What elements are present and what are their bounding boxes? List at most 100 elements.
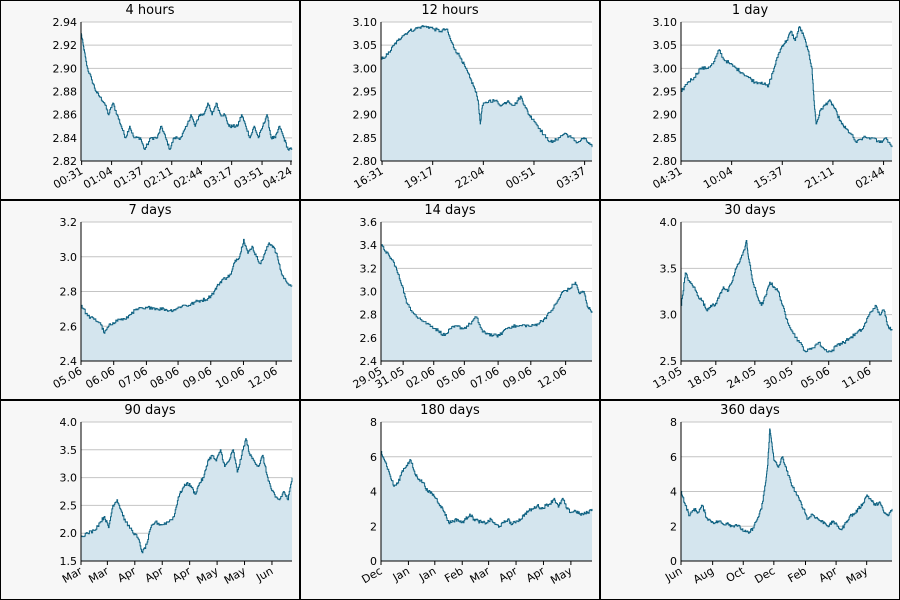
y-tick-label: 2.84: [53, 132, 78, 145]
x-tick-label: Jan: [390, 564, 412, 584]
x-tick-label: 03:17: [201, 164, 235, 191]
y-tick-label: 2.85: [353, 132, 378, 145]
chart-canvas: 0 2 4 6 8 Jun Aug Oct Dec Feb Apr May: [662, 416, 893, 587]
y-tick-label: 2.4: [360, 355, 378, 368]
series-area: [81, 239, 292, 361]
x-tick-label: Apr: [143, 564, 166, 585]
y-tick-label: 3.05: [653, 39, 678, 52]
series-area: [381, 25, 592, 161]
y-tick-label: 2.85: [653, 132, 678, 145]
y-tick-label: 3.00: [353, 62, 378, 75]
y-tick-label: 3.10: [353, 16, 378, 29]
x-tick-label: 07.06: [116, 364, 150, 391]
x-tick-label: Apr: [524, 564, 547, 585]
y-tick-label: 2.95: [353, 86, 378, 99]
chart-title: 4 hours: [125, 3, 175, 18]
chart-panel: 12 hours 2.80 2.85 2.90 2.95 3.00 3.05 3.10 16:3…: [300, 0, 600, 200]
x-tick-label: Feb: [442, 564, 465, 585]
x-tick-label: 00:31: [51, 164, 85, 191]
y-tick-label: 2.8: [60, 286, 78, 299]
y-tick-label: 3.5: [660, 262, 678, 275]
y-tick-label: 3.0: [60, 251, 78, 264]
chart-panel: 7 days 2.4 2.6 2.8 3.0 3.2 05.06 06.06 07.06 08.0…: [0, 200, 300, 400]
chart-canvas: 2.80 2.85 2.90 2.95 3.00 3.05 3.10 04:31 10:04 15…: [651, 16, 893, 191]
x-tick-label: 22:04: [453, 164, 487, 191]
y-tick-label: 2.94: [53, 16, 78, 29]
y-tick-label: 2.5: [660, 355, 678, 368]
y-tick-label: 4: [670, 486, 677, 499]
y-tick-label: 2: [670, 520, 677, 533]
series-line: [681, 26, 893, 148]
y-tick-label: 2.95: [653, 86, 678, 99]
series-line: [381, 451, 593, 528]
series-line: [381, 25, 593, 148]
x-tick-label: 02:11: [141, 164, 175, 191]
chart-title: 7 days: [128, 203, 172, 218]
x-tick-label: 09.06: [180, 364, 214, 391]
y-tick-label: 2.5: [60, 499, 78, 512]
x-tick-label: 12.06: [246, 364, 280, 391]
x-tick-label: Mar: [86, 564, 111, 586]
x-tick-label: 30.05: [761, 364, 795, 391]
chart-canvas: 2.82 2.84 2.86 2.88 2.90 2.92 2.94 00:3101:0401…: [51, 16, 294, 191]
y-tick-label: 2.0: [60, 527, 78, 540]
y-tick-label: 0: [370, 555, 377, 568]
x-tick-label: Jun: [253, 564, 275, 584]
x-tick-label: 15:37: [752, 164, 786, 191]
y-tick-label: 6: [670, 451, 677, 464]
y-tick-label: 3.0: [660, 309, 678, 322]
y-tick-label: 3.00: [653, 62, 678, 75]
x-tick-label: 11.06: [840, 364, 874, 391]
chart-title: 180 days: [420, 403, 480, 418]
y-tick-label: 2.90: [653, 109, 678, 122]
y-tick-label: 8: [370, 416, 377, 429]
x-tick-label: 07.06: [468, 364, 502, 391]
y-tick-label: 3.4: [360, 239, 378, 252]
x-tick-label: 19:17: [402, 164, 436, 191]
x-tick-label: 01:37: [111, 164, 145, 191]
y-tick-label: 4.0: [60, 416, 78, 429]
series-area: [81, 438, 292, 561]
y-tick-label: 3.10: [653, 16, 678, 29]
y-tick-label: 0: [670, 555, 677, 568]
x-tick-label: Mar: [468, 564, 493, 586]
y-tick-label: 2.90: [353, 109, 378, 122]
y-tick-label: 4: [370, 486, 377, 499]
y-tick-label: 3.6: [360, 216, 378, 229]
x-tick-label: May: [194, 564, 221, 587]
x-tick-label: 08.06: [148, 364, 182, 391]
series-area: [681, 240, 892, 361]
x-tick-label: 05.06: [798, 364, 832, 391]
x-tick-label: 18.05: [686, 364, 720, 391]
y-tick-label: 2.6: [360, 332, 378, 345]
x-tick-label: Oct: [724, 564, 748, 585]
x-tick-label: May: [844, 564, 871, 587]
y-tick-label: 3.2: [60, 216, 78, 229]
chart-canvas: 2.80 2.85 2.90 2.95 3.00 3.05 3.10 16:31 19:17 22…: [352, 16, 593, 191]
y-tick-label: 2.80: [353, 155, 378, 168]
chart-panel: 180 days 0 2 4 6 8 Dec Jan Jan Feb Mar Apr Apr May: [300, 400, 600, 600]
y-tick-label: 3.0: [60, 472, 78, 485]
x-tick-label: Apr: [817, 564, 840, 585]
y-tick-label: 3.0: [360, 286, 378, 299]
chart-panel: 360 days 0 2 4 6 8 Jun Aug Oct Dec Feb Apr May: [600, 400, 900, 600]
chart-title: 360 days: [720, 403, 780, 418]
y-tick-label: 6: [370, 451, 377, 464]
x-tick-label: 04:31: [651, 164, 685, 191]
x-tick-label: Jun: [662, 564, 684, 584]
chart-canvas: 2.42.62.83.03.23.43.629.0531.0502.0605.0…: [351, 216, 593, 391]
x-tick-label: 00:51: [504, 164, 538, 191]
series-area: [681, 429, 892, 561]
y-tick-label: 2.92: [53, 39, 78, 52]
chart-title: 90 days: [124, 403, 176, 418]
chart-title: 1 day: [731, 3, 769, 18]
y-tick-label: 8: [670, 416, 677, 429]
series-area: [381, 244, 592, 361]
y-tick-label: 2.8: [360, 309, 378, 322]
x-tick-label: 06.06: [83, 364, 117, 391]
series-area: [681, 26, 892, 161]
chart-canvas: 2.5 3.0 3.5 4.0 13.05 18.05 24.05 30.05 05.06 11.…: [651, 216, 893, 391]
